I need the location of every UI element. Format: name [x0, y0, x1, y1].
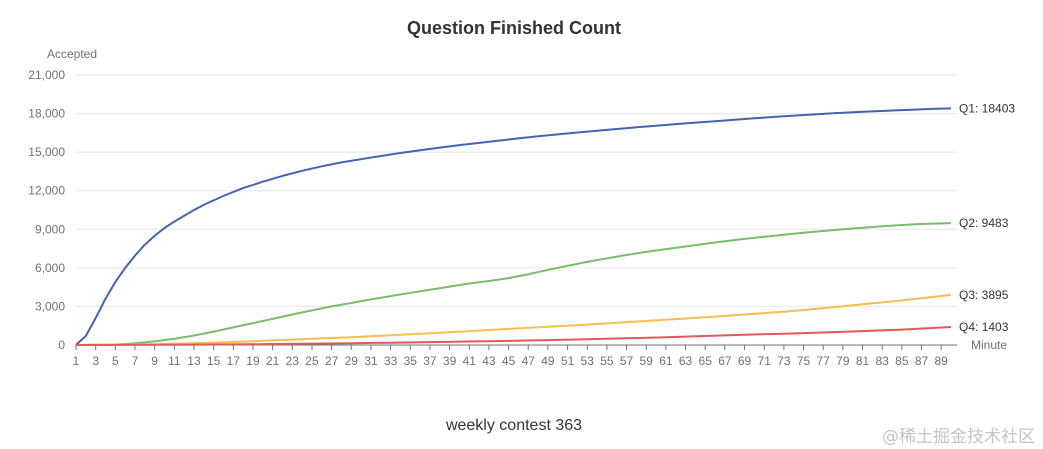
- x-tick-label: 23: [286, 354, 300, 368]
- series-end-label-q4: Q4: 1403: [959, 320, 1009, 334]
- x-tick-label: 61: [659, 354, 673, 368]
- y-tick-label: 18,000: [28, 107, 65, 121]
- x-tick-label: 49: [541, 354, 555, 368]
- x-tick-label: 3: [92, 354, 99, 368]
- chart-title: Question Finished Count: [407, 18, 621, 38]
- x-tick-label: 65: [699, 354, 713, 368]
- series-end-label-q2: Q2: 9483: [959, 216, 1009, 230]
- x-tick-label: 67: [718, 354, 732, 368]
- x-tick-label: 53: [581, 354, 595, 368]
- x-axis-label: Minute: [971, 338, 1007, 352]
- y-tick-label: 12,000: [28, 184, 65, 198]
- x-tick-label: 85: [895, 354, 909, 368]
- x-tick-label: 51: [561, 354, 575, 368]
- x-tick-label: 1: [73, 354, 80, 368]
- series-line-q4: [75, 326, 952, 346]
- series-line-q3: [75, 293, 952, 346]
- y-tick-label: 21,000: [28, 68, 65, 82]
- x-tick-label: 19: [246, 354, 260, 368]
- y-tick-label: 6,000: [35, 261, 65, 275]
- x-tick-label: 7: [132, 354, 139, 368]
- x-tick-label: 45: [502, 354, 516, 368]
- x-tick-label: 31: [364, 354, 378, 368]
- x-tick-label: 17: [227, 354, 241, 368]
- x-tick-label: 29: [345, 354, 359, 368]
- x-tick-label: 57: [620, 354, 634, 368]
- x-tick-label: 5: [112, 354, 119, 368]
- x-tick-label: 35: [404, 354, 418, 368]
- y-tick-label: 3,000: [35, 299, 65, 313]
- x-tick-label: 89: [934, 354, 948, 368]
- x-tick-label: 77: [817, 354, 831, 368]
- x-tick-label: 47: [522, 354, 536, 368]
- y-tick-label: 15,000: [28, 145, 65, 159]
- x-tick-label: 25: [305, 354, 319, 368]
- x-tick-label: 79: [836, 354, 850, 368]
- x-tick-label: 69: [738, 354, 752, 368]
- x-tick-label: 81: [856, 354, 870, 368]
- x-tick-label: 87: [915, 354, 929, 368]
- chart-caption: weekly contest 363: [445, 417, 583, 434]
- x-tick-label: 37: [423, 354, 437, 368]
- x-tick-label: 27: [325, 354, 339, 368]
- x-tick-label: 43: [482, 354, 496, 368]
- x-tick-label: 73: [777, 354, 791, 368]
- x-tick-label: 15: [207, 354, 221, 368]
- x-tick-label: 75: [797, 354, 811, 368]
- x-tick-label: 9: [151, 354, 158, 368]
- series-line-q2: [75, 222, 952, 346]
- x-tick-label: 21: [266, 354, 280, 368]
- x-tick-label: 39: [443, 354, 457, 368]
- x-tick-label: 33: [384, 354, 398, 368]
- series-line-q1: [75, 107, 952, 346]
- series-end-label-q1: Q1: 18403: [959, 101, 1015, 115]
- x-tick-label: 59: [640, 354, 654, 368]
- x-tick-label: 71: [758, 354, 772, 368]
- x-tick-label: 11: [168, 354, 181, 368]
- series-end-label-q3: Q3: 3895: [959, 288, 1009, 302]
- x-tick-label: 41: [463, 354, 477, 368]
- x-tick-label: 83: [876, 354, 890, 368]
- x-tick-label: 63: [679, 354, 693, 368]
- x-tick-label: 55: [600, 354, 614, 368]
- y-axis-label: Accepted: [47, 47, 97, 61]
- y-tick-label: 0: [58, 338, 65, 352]
- watermark: @稀土掘金技术社区: [882, 427, 1035, 447]
- x-tick-label: 13: [187, 354, 201, 368]
- y-tick-label: 9,000: [35, 222, 65, 236]
